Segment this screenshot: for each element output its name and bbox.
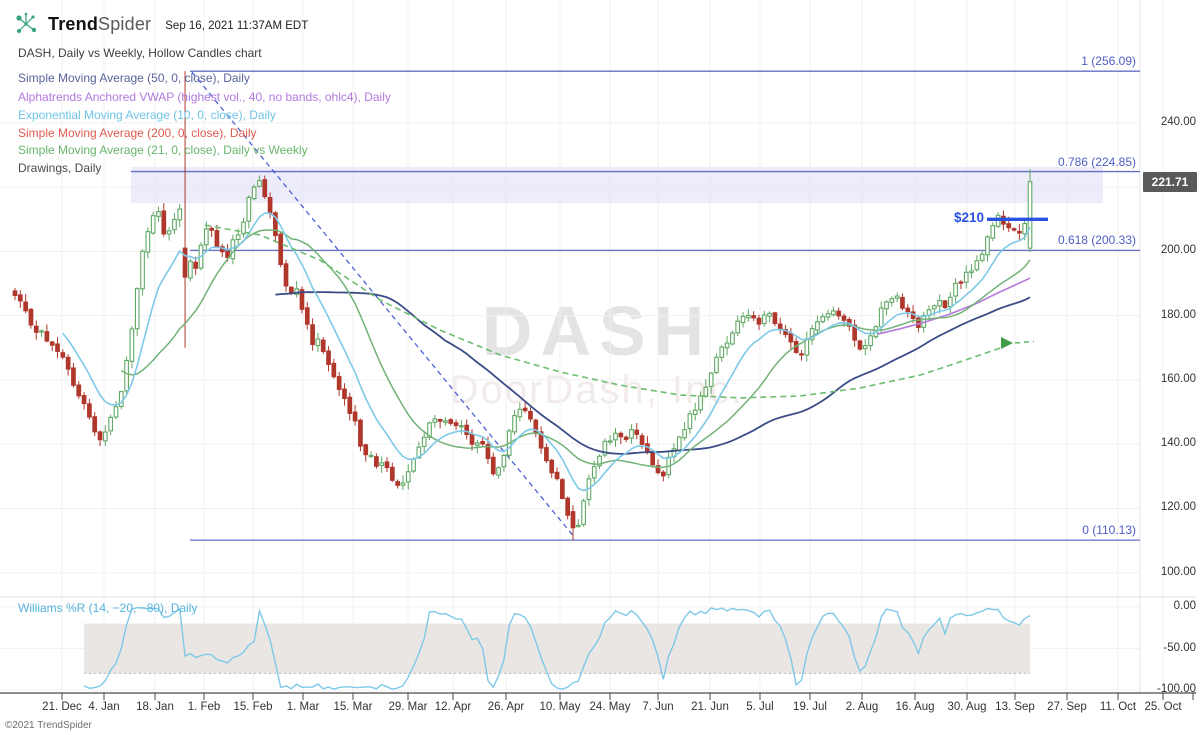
brand-bold: Trend <box>48 13 99 34</box>
time-axis-label: 11. Oct <box>1099 701 1137 713</box>
time-axis-label: 24. May <box>589 701 631 713</box>
legend-item[interactable]: Simple Moving Average (200, 0, close), D… <box>18 126 257 140</box>
williams-r-legend[interactable]: Williams %R (14, −20, −80), Daily <box>18 601 198 615</box>
brand-light: Spider <box>98 13 152 34</box>
price-level-210-label[interactable]: $210 <box>953 210 984 226</box>
time-axis-label: 18. Jan <box>136 701 174 713</box>
price-axis-label: 160.00 <box>1160 372 1196 385</box>
williams-axis-label: -100.00 <box>1156 683 1196 695</box>
fib-level-label[interactable]: 0.618 (200.33) <box>1057 233 1136 248</box>
time-axis-label: 25. Oct <box>1144 701 1182 713</box>
time-axis-label: 19. Jul <box>793 701 827 713</box>
time-axis-label: 10. May <box>539 701 581 713</box>
time-axis-label: 29. Mar <box>388 701 428 713</box>
legend-item[interactable]: Simple Moving Average (21, 0, close), Da… <box>18 143 308 157</box>
price-axis-label: 140.00 <box>1160 437 1196 450</box>
williams-axis-label: 0.00 <box>1173 600 1196 612</box>
price-axis-label: 120.00 <box>1160 501 1196 514</box>
price-axis-label: 100.00 <box>1160 565 1196 578</box>
time-axis-label: 15. Mar <box>333 701 373 713</box>
fib-level-label[interactable]: 0 (110.13) <box>1082 523 1136 538</box>
price-axis-label: 200.00 <box>1160 244 1196 257</box>
time-axis-label: 16. Aug <box>895 701 935 713</box>
chart-title-legend[interactable]: DASH, Daily vs Weekly, Hollow Candles ch… <box>18 46 262 60</box>
copyright-text: ©2021 TrendSpider <box>5 720 92 731</box>
legend-item[interactable]: Simple Moving Average (50, 0, close), Da… <box>18 71 250 85</box>
legend-item[interactable]: Exponential Moving Average (10, 0, close… <box>18 108 276 122</box>
watermark: DASH DoorDash, Inc. <box>450 296 745 412</box>
price-axis-label: 240.00 <box>1160 115 1196 128</box>
time-axis-label: 5. Jul <box>746 701 774 713</box>
watermark-company: DoorDash, Inc. <box>449 368 745 412</box>
fib-level-label[interactable]: 1 (256.09) <box>1081 54 1136 69</box>
time-axis-label: 2. Aug <box>845 701 879 713</box>
time-axis-label: 1. Mar <box>286 701 320 713</box>
time-axis-label: 21. Jun <box>691 701 729 713</box>
app-header: TrendSpider Sep 16, 2021 11:37AM EDT <box>12 10 308 38</box>
time-axis-label: 1. Feb <box>187 701 221 713</box>
last-price-badge: 221.71 <box>1143 171 1197 192</box>
chart-timestamp: Sep 16, 2021 11:37AM EDT <box>165 19 309 32</box>
williams-axis-label: -50.00 <box>1163 641 1196 654</box>
trendspider-logo-icon <box>16 12 37 33</box>
time-axis-label: 26. Apr <box>487 701 525 713</box>
legend-item[interactable]: Drawings, Daily <box>18 161 102 175</box>
time-axis-label: 7. Jun <box>642 701 674 713</box>
brand-logo-text[interactable]: TrendSpider <box>48 14 151 35</box>
time-axis-label: 12. Apr <box>434 701 472 713</box>
time-axis-label: 27. Sep <box>1047 701 1087 713</box>
time-axis-label: 30. Aug <box>947 701 987 713</box>
time-axis-label: 4. Jan <box>88 701 120 713</box>
watermark-symbol: DASH <box>481 292 713 370</box>
time-axis-label: 13. Sep <box>995 701 1035 713</box>
legend-item[interactable]: Alphatrends Anchored VWAP (highest vol.,… <box>18 90 391 104</box>
price-axis-label: 180.00 <box>1160 308 1196 321</box>
fib-level-label[interactable]: 0.786 (224.85) <box>1057 154 1136 169</box>
time-axis-label: 21. Dec <box>42 701 82 713</box>
time-axis-label: 15. Feb <box>233 701 273 713</box>
